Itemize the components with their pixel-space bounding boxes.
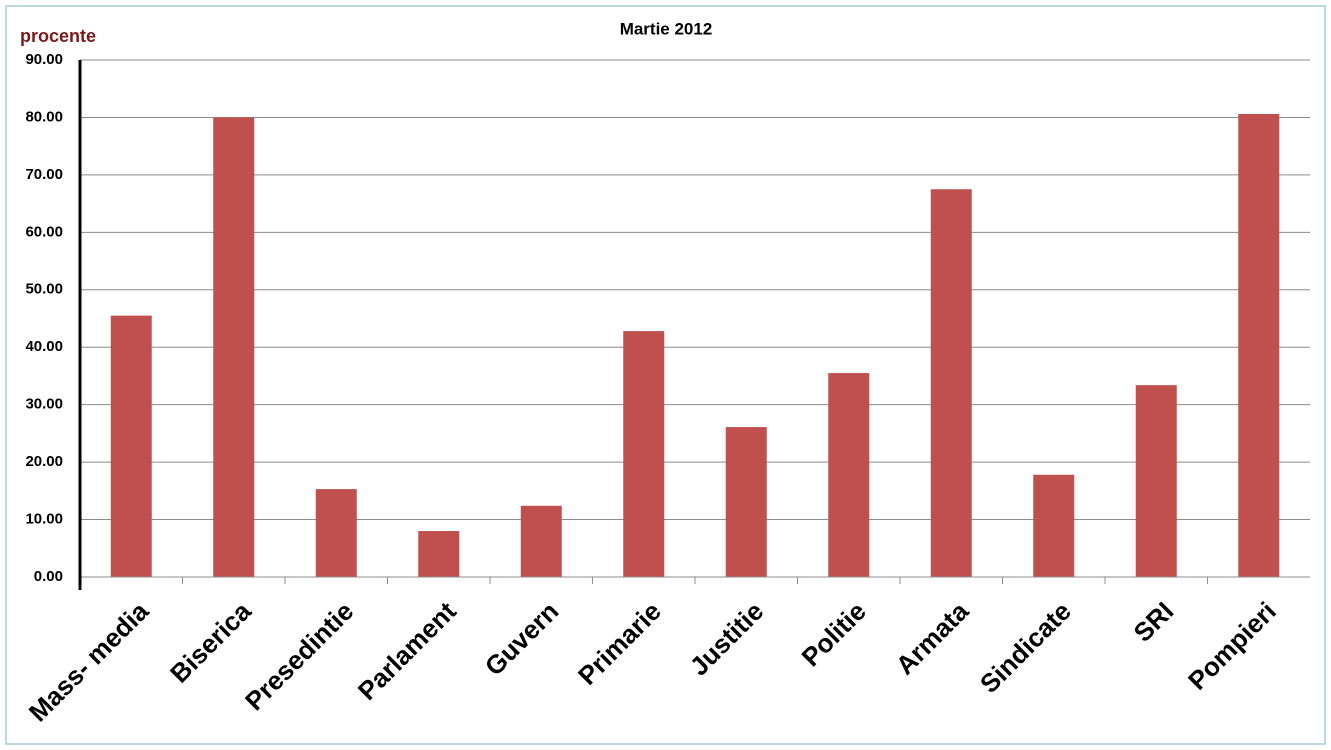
y-tick-label: 30.00 xyxy=(25,396,63,413)
bar xyxy=(828,373,870,577)
y-tick-label: 70.00 xyxy=(25,166,63,183)
bar xyxy=(1238,113,1280,578)
y-tick-label: 0.00 xyxy=(34,568,63,585)
y-axis-label: procente xyxy=(20,26,96,46)
y-tick-label: 50.00 xyxy=(25,281,63,298)
chart-title: Martie 2012 xyxy=(620,19,713,38)
y-tick-label: 60.00 xyxy=(25,223,63,240)
bar xyxy=(315,489,357,577)
y-tick-label: 40.00 xyxy=(25,338,63,355)
bar xyxy=(110,315,152,577)
y-tick-label: 90.00 xyxy=(25,51,63,68)
bar xyxy=(623,331,665,577)
bar xyxy=(1135,385,1177,577)
bar xyxy=(520,505,562,577)
bar xyxy=(418,531,460,577)
y-tick-label: 10.00 xyxy=(25,511,63,528)
bar xyxy=(930,189,972,577)
bar xyxy=(213,117,255,577)
y-tick-label: 80.00 xyxy=(25,108,63,125)
bar xyxy=(1033,474,1075,577)
bar xyxy=(725,427,767,577)
y-tick-label: 20.00 xyxy=(25,453,63,470)
